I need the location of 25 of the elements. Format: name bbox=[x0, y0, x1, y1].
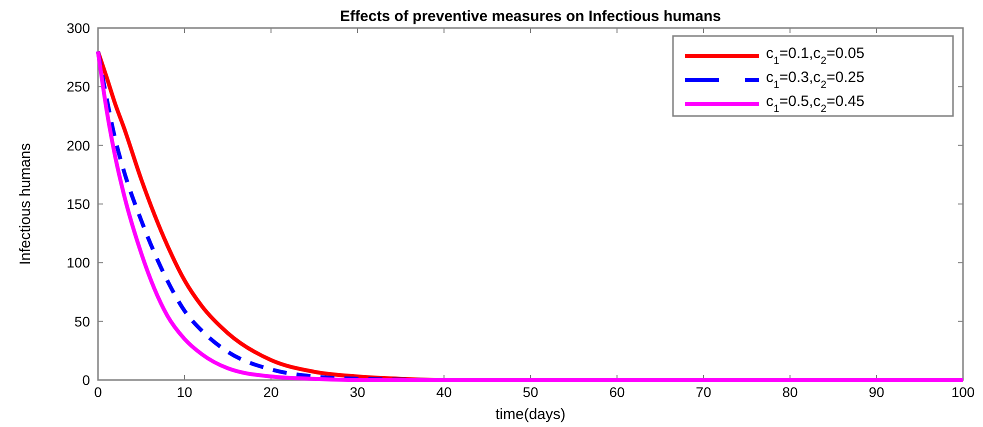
y-tick-label: 150 bbox=[66, 196, 90, 212]
x-tick-label: 80 bbox=[782, 384, 798, 400]
y-tick-label: 50 bbox=[74, 313, 90, 330]
x-tick-label: 60 bbox=[609, 384, 625, 400]
x-tick-label: 0 bbox=[94, 384, 102, 400]
x-tick-label: 30 bbox=[350, 384, 366, 400]
y-axis-title: Infectious humans bbox=[17, 143, 34, 265]
y-tick-label: 0 bbox=[82, 372, 90, 388]
x-tick-label: 100 bbox=[951, 384, 975, 400]
line-series bbox=[96, 49, 965, 382]
y-tick-label: 100 bbox=[66, 254, 90, 271]
legend-label: c$_{1}$=0.5,c$_{2}$=0.45 bbox=[766, 93, 864, 115]
legend-label: c$_{1}$=0.1,c$_{2}$=0.05 bbox=[766, 45, 864, 67]
x-axis-title: time(days) bbox=[495, 406, 566, 423]
legend-label: c$_{1}$=0.3,c$_{2}$=0.25 bbox=[766, 69, 864, 91]
x-tick-label: 10 bbox=[176, 384, 192, 400]
y-tick-label: 300 bbox=[66, 20, 90, 36]
x-tick-label: 40 bbox=[436, 384, 452, 400]
x-tick-label: 70 bbox=[696, 384, 712, 400]
x-tick-label: 90 bbox=[868, 384, 884, 400]
chart-title: Effects of preventive measures on Infectious humans bbox=[340, 8, 721, 25]
x-tick-label: 50 bbox=[522, 384, 538, 400]
y-tick-label: 250 bbox=[66, 78, 90, 95]
x-tick-label: 20 bbox=[263, 384, 279, 400]
y-tick-label: 200 bbox=[66, 137, 90, 154]
